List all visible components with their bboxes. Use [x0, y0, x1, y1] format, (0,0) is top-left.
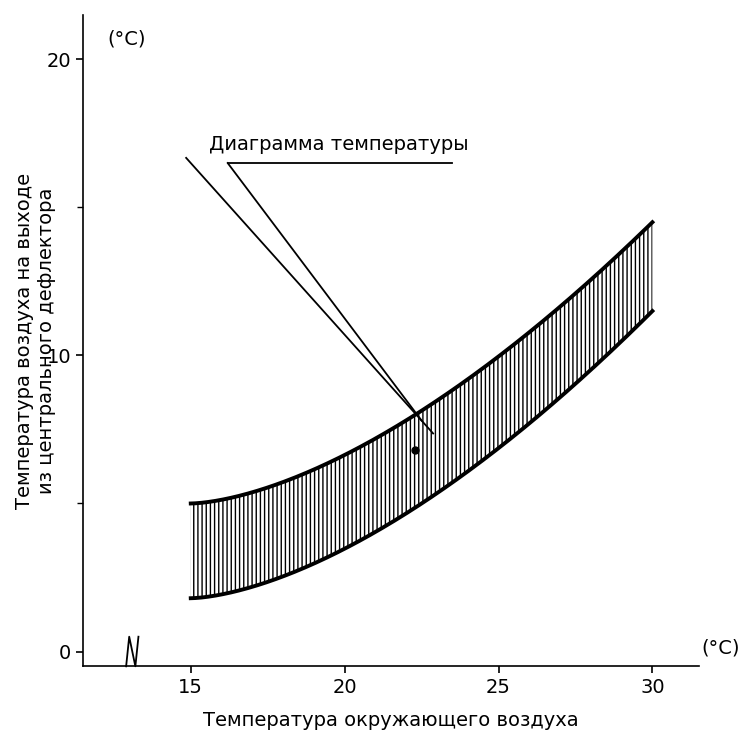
Y-axis label: Температура воздуха на выходе
из центрального дефлектора: Температура воздуха на выходе из централ…: [15, 173, 56, 509]
Text: Диаграмма температуры: Диаграмма температуры: [208, 135, 468, 154]
Text: (°C): (°C): [701, 638, 740, 657]
Text: (°C): (°C): [108, 30, 146, 49]
X-axis label: Температура окружающего воздуха: Температура окружающего воздуха: [203, 711, 578, 730]
